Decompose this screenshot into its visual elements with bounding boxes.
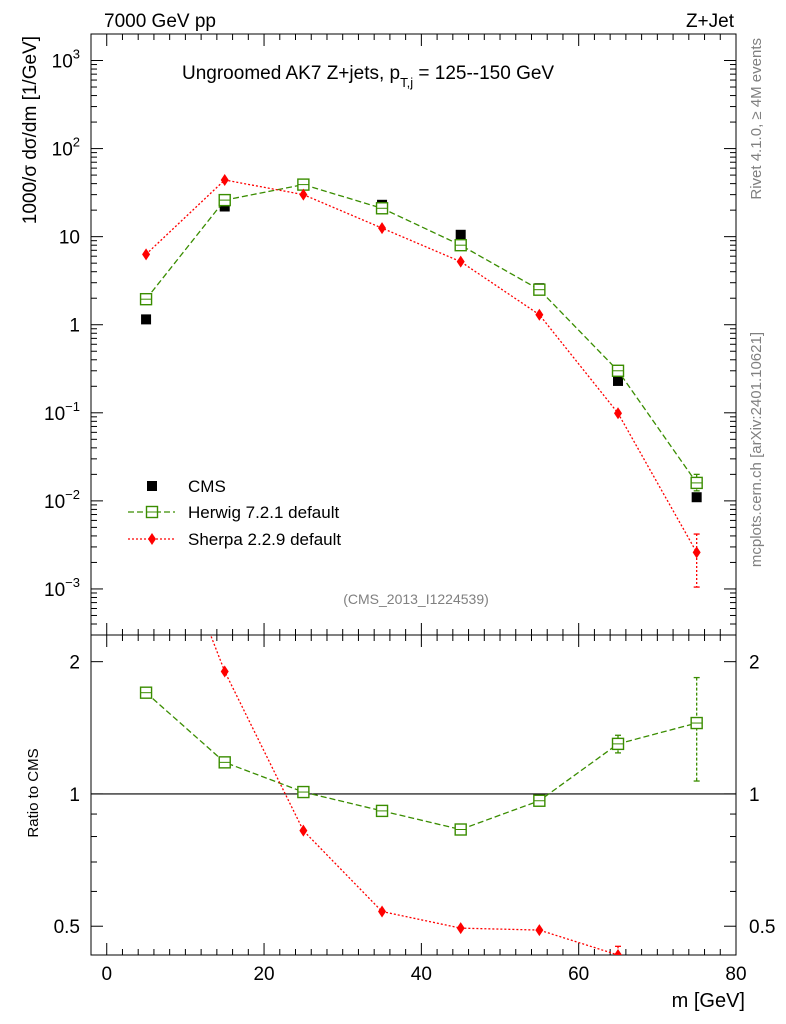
- main-point: [455, 229, 466, 240]
- main-ytick-label-base: 10: [44, 404, 65, 425]
- x-axis-label: m [GeV]: [672, 990, 745, 1012]
- main-ytick-label: 103: [52, 47, 80, 73]
- main-point: [456, 255, 465, 268]
- main-title-sub: T,j: [400, 75, 413, 90]
- main-point: [691, 492, 702, 503]
- ratio-point: [614, 949, 623, 955]
- main-ytick-label-base: 10: [44, 580, 65, 601]
- main-point: [299, 188, 308, 201]
- x-tick-label: 20: [253, 964, 274, 985]
- header-right: Z+Jet: [686, 11, 735, 32]
- main-point: [613, 375, 624, 386]
- main-ytick-label: 1: [69, 316, 80, 337]
- main-ytick-label-base: 10: [59, 228, 80, 249]
- ratio-ytick-label-right: 0.5: [749, 917, 775, 938]
- legend-label: Sherpa 2.2.9 default: [188, 530, 341, 549]
- legend-marker: [147, 481, 157, 491]
- main-ytick-label-exp: −1: [65, 399, 80, 414]
- ratio-ytick-label: 1: [69, 785, 80, 806]
- ratio-ytick-label-right: 1: [749, 785, 760, 806]
- main-ytick-label-exp: 2: [73, 135, 80, 150]
- main-ytick-label: 10: [59, 228, 80, 249]
- main-ytick-label-base: 10: [44, 492, 65, 513]
- main-point: [141, 314, 152, 325]
- ratio-series-line: [145, 692, 697, 831]
- analysis-id: (CMS_2013_I1224539): [343, 591, 489, 607]
- ratio-ytick-label: 0.5: [54, 917, 80, 938]
- main-ytick-label-base: 10: [52, 52, 73, 73]
- main-point: [219, 201, 230, 212]
- ratio-frame: [90, 634, 737, 956]
- main-point: [535, 308, 544, 321]
- x-tick-label: 80: [725, 964, 746, 985]
- x-tick-label: 60: [568, 964, 589, 985]
- main-ytick-label-base: 10: [52, 140, 73, 161]
- main-ytick-label-base: 1: [69, 316, 80, 337]
- main-ytick-label: 102: [52, 135, 80, 161]
- main-ytick-label: 10−1: [44, 399, 80, 425]
- ratio-ytick-label: 2: [69, 653, 80, 674]
- legend-label: CMS: [188, 477, 226, 496]
- ratio-point: [378, 905, 387, 918]
- rivet-label: Rivet 4.1.0, ≥ 4M events: [748, 38, 765, 200]
- main-ytick-label-exp: −3: [65, 575, 80, 590]
- ratio-point: [456, 922, 465, 935]
- main-series-line: [145, 183, 698, 484]
- main-point: [692, 546, 701, 559]
- legend-marker: [148, 533, 156, 545]
- main-point: [378, 222, 387, 235]
- main-ylabel: 1000/σ dσ/dm [1/GeV]: [20, 36, 41, 224]
- ratio-data: [139, 463, 703, 955]
- main-point: [220, 173, 229, 186]
- legend-label: Herwig 7.2.1 default: [188, 503, 339, 522]
- x-tick-label: 40: [411, 964, 432, 985]
- header-left: 7000 GeV pp: [104, 11, 216, 32]
- ratio-ylabel: Ratio to CMS: [25, 748, 42, 837]
- ratio-point: [299, 824, 308, 837]
- ratio-ytick-label-right: 2: [749, 653, 760, 674]
- main-ytick-label-exp: 3: [73, 47, 80, 62]
- main-data: [139, 173, 703, 588]
- main-ytick-label: 10−3: [44, 575, 80, 601]
- main-title: Ungroomed AK7 Z+jets, pT,j = 125--150 Ge…: [182, 63, 554, 90]
- main-ytick-label: 10−2: [44, 487, 80, 513]
- main-title-text: Ungroomed AK7 Z+jets, p: [182, 63, 400, 84]
- x-tick-label: 0: [101, 964, 112, 985]
- mcplots-label: mcplots.cern.ch [arXiv:2401.10621]: [748, 332, 765, 567]
- ratio-point: [220, 665, 229, 678]
- main-ytick-label-exp: −2: [65, 487, 80, 502]
- legend: CMS Herwig 7.2.1 default Sherpa 2.2.9 defa…: [128, 477, 341, 549]
- main-point: [142, 248, 151, 261]
- main-title-tail: = 125--150 GeV: [413, 63, 554, 84]
- main-series-line: [145, 179, 698, 553]
- ratio-point: [142, 463, 150, 475]
- ratio-point: [535, 924, 544, 937]
- main-point: [614, 407, 623, 420]
